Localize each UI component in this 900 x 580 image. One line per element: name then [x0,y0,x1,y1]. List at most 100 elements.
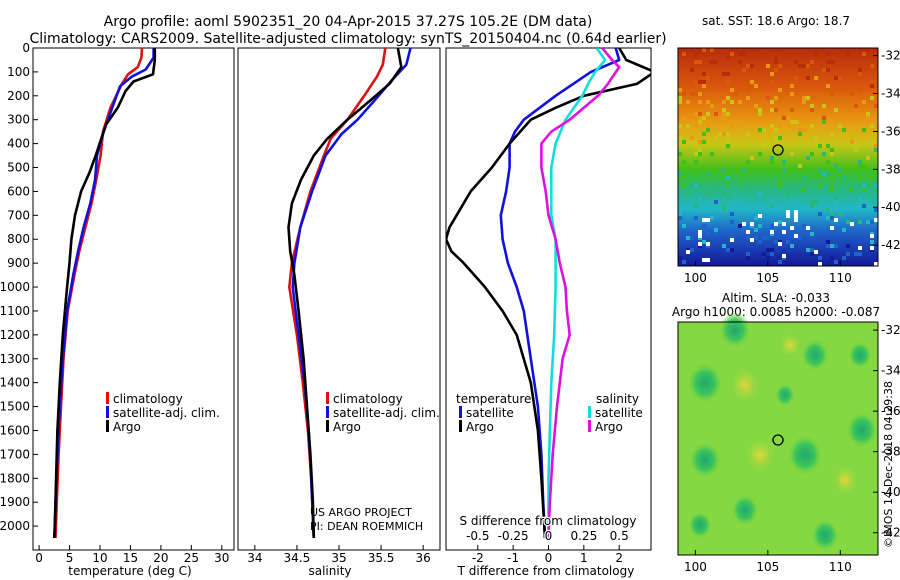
sst-pixel [790,152,794,156]
legend-climatology: climatology [333,392,403,406]
sst-pixel [874,208,878,212]
sst-pixel [710,104,714,108]
lat-tick-label: -34 [881,86,900,100]
x-tick-label: 10 [92,551,107,565]
sst-pixel [770,252,774,256]
sst-pixel [750,156,754,160]
sst-pixel-missing [834,218,838,222]
depth-axis: 0 100 200 300 400 500 600 700 800 900 1000 1100 1200… [0,41,38,533]
series-line-argo [53,48,157,539]
sst-pixel [726,204,730,208]
sst-pixel [730,124,734,128]
sst-pixel [834,244,838,248]
sst-pixel [830,176,834,180]
sst-pixel [834,200,838,204]
legend-swatch-climatology [326,392,329,404]
sst-pixel [826,52,830,56]
x-tick-label: 35.5 [368,551,395,565]
depth-tick-label: 1500 [0,400,30,414]
sst-pixel [698,80,702,84]
sst-pixel-missing [774,222,778,226]
sst-pixel [770,72,774,76]
sst-pixel [710,216,714,220]
lat-tick-label: -32 [881,49,900,63]
sst-pixel [838,212,842,216]
sst-pixel [774,48,778,52]
sst-pixel [698,92,702,96]
sst-pixel [778,220,782,224]
sst-pixel [838,88,842,92]
sst-pixel-missing [698,230,702,234]
sst-pixel [722,116,726,120]
sst-pixel [802,128,806,132]
sst-pixel [790,92,794,96]
legend-t-argo: Argo [466,420,494,434]
sst-pixel [794,80,798,84]
depth-tick-label: 1800 [0,471,30,485]
credit-project: US ARGO PROJECT [310,506,412,519]
sst-pixel [798,64,802,68]
sst-pixel [802,188,806,192]
sst-pixel [842,256,846,260]
sst-pixel [826,184,830,188]
sst-pixel [694,144,698,148]
sst-pixel [694,216,698,220]
sst-pixel [698,112,702,116]
sst-pixel [862,100,866,104]
salinity-panel [237,47,441,551]
sst-pixel [858,164,862,168]
salinity-plot [287,48,412,539]
sst-pixel [734,48,738,52]
sla-low-eddy [848,341,872,369]
sst-pixel [758,192,762,196]
sst-pixel [858,72,862,76]
sst-pixel [814,52,818,56]
sst-pixel-missing [858,246,862,250]
sst-pixel [770,156,774,160]
sst-pixel-missing [874,262,878,266]
depth-tick-label: 500 [7,161,30,175]
depth-tick-label: 1600 [0,423,30,437]
sst-pixel [818,184,822,188]
sst-pixel [746,160,750,164]
sst-pixel [770,108,774,112]
sst-pixel [698,152,702,156]
sst-pixel [702,72,706,76]
sla-field [678,322,878,555]
sst-pixel [782,160,786,164]
sst-pixel [678,212,682,216]
sst-pixel [722,112,726,116]
sst-pixel [870,84,874,88]
sla-low-eddy [811,518,839,552]
sst-pixel [830,216,834,220]
lat-tick-label: -38 [881,445,900,459]
sst-pixel [786,116,790,120]
sst-pixel [678,152,682,156]
sst-pixel [862,164,866,168]
sst-pixel [694,172,698,176]
difference-legend: temperature salinity satellite Argo sate… [456,392,643,434]
sst-pixel [842,84,846,88]
depth-tick-label: 200 [7,89,30,103]
sst-map [677,47,879,267]
sst-pixel [874,48,878,52]
sst-pixel [678,100,682,104]
sst-pixel [678,208,682,212]
sst-pixel [826,244,830,248]
sst-pixel [706,76,710,80]
lat-tick-label: -36 [881,404,900,418]
sst-pixel [810,108,814,112]
sst-pixel [698,100,702,104]
sst-pixel [714,60,718,64]
sst-pixel [778,88,782,92]
legend-swatch-argo [326,420,329,432]
header-line-1: Argo profile: aoml 5902351_20 04-Apr-201… [104,14,593,30]
sst-pixel [822,152,826,156]
sst-pixel [758,108,762,112]
sst-pixel [702,140,706,144]
sst-pixel [702,240,706,244]
sla-low-eddy [689,441,721,479]
lon-tick-label: 110 [829,271,852,285]
legend-swatch-t-satellite [459,406,462,418]
sst-pixel [726,80,730,84]
